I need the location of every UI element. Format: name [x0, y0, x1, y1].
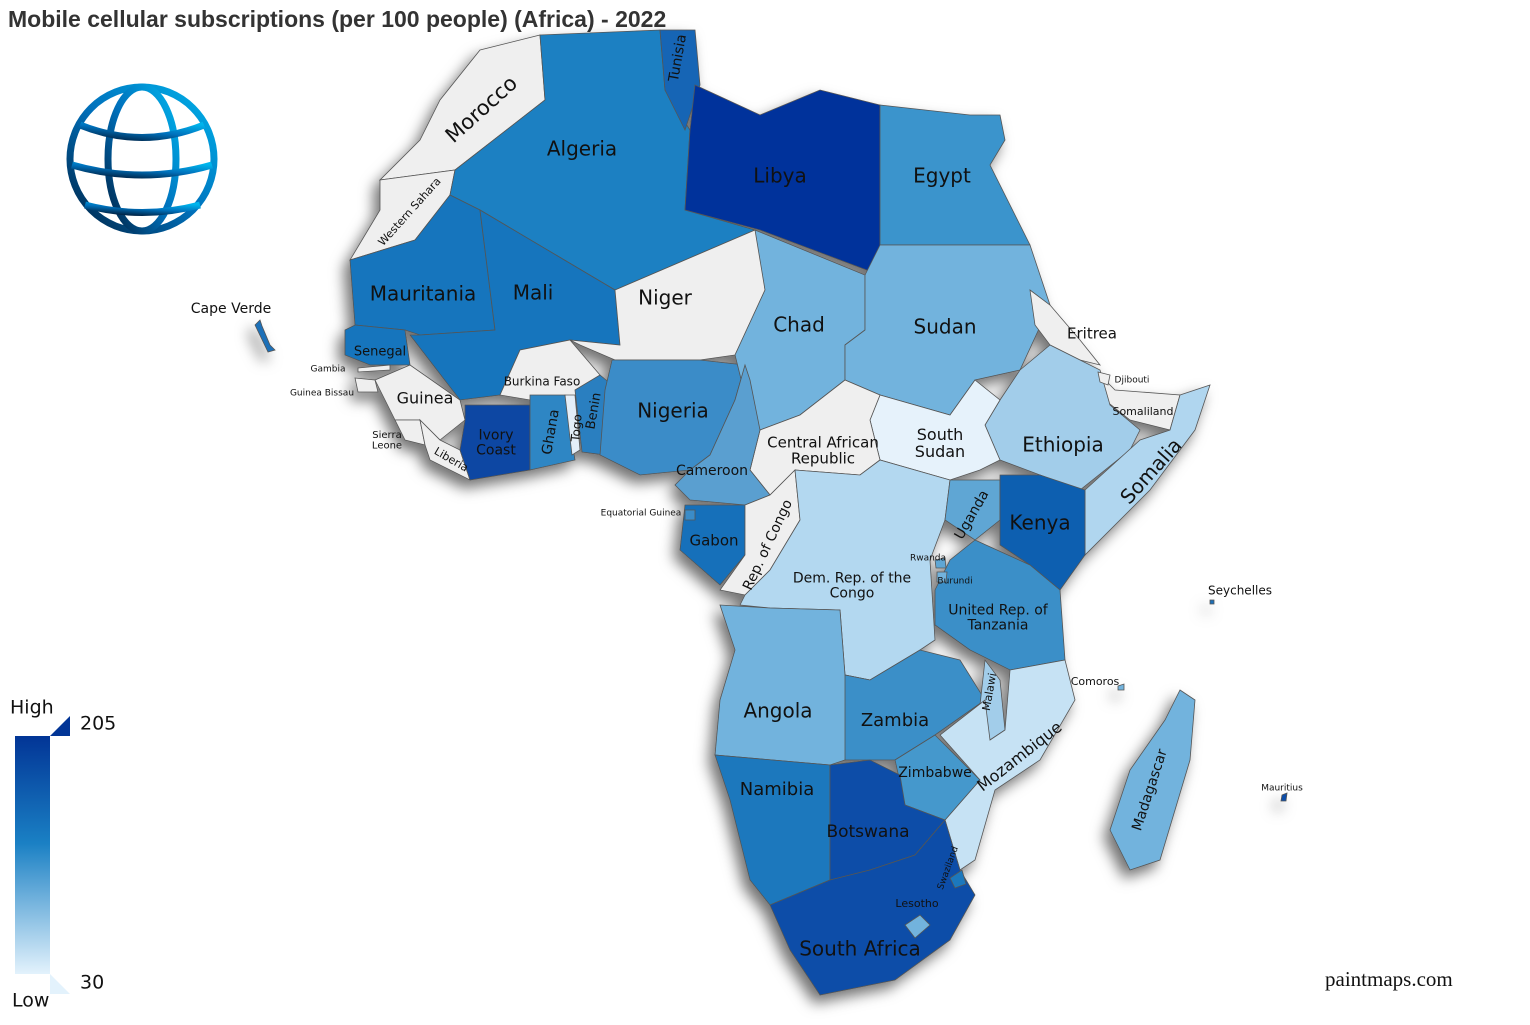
country-label: Nigeria [637, 399, 709, 423]
country [354, 377, 379, 393]
country-label: Rwanda [910, 554, 946, 564]
country [529, 394, 576, 471]
country [684, 509, 696, 521]
country [944, 479, 1001, 541]
country-label: Congo [830, 585, 875, 601]
country-label: Chad [773, 313, 825, 337]
country [1097, 371, 1111, 386]
country-label: Ghana [539, 408, 563, 456]
legend-low: Low [12, 990, 49, 1012]
country-label: Gambia [311, 365, 346, 375]
country-label: Angola [743, 699, 812, 723]
country-label: Lesotho [895, 897, 938, 910]
country [936, 571, 948, 583]
country-label: Tanzania [967, 617, 1029, 633]
country-label: Burkina Faso [504, 375, 581, 389]
logo [66, 83, 218, 235]
legend: High 205 30 Low [10, 697, 116, 1012]
country-label: Djibouti [1115, 376, 1150, 386]
country-label: Equatorial Guinea [601, 509, 682, 519]
country-label: Republic [791, 449, 855, 467]
country-label: Guinea Bissau [290, 389, 354, 399]
country-label: Botswana [826, 822, 909, 842]
country-label: Mali [513, 281, 554, 305]
country [1209, 599, 1215, 605]
country [1109, 689, 1196, 871]
country-label: United Rep. of [948, 603, 1049, 619]
countries [254, 29, 1288, 996]
country-label: Leone [372, 440, 402, 451]
country-label: Sudan [914, 315, 977, 339]
country-label: Egypt [913, 164, 971, 188]
legend-min-swatch [50, 974, 70, 994]
country-label: Burundi [937, 577, 972, 587]
country-label: Senegal [354, 345, 406, 360]
credit: paintmaps.com [1325, 967, 1453, 991]
title: Mobile cellular subscriptions (per 100 p… [8, 6, 666, 32]
country-label: Zambia [861, 710, 929, 731]
country-label: Coast [476, 442, 516, 458]
legend-bar [15, 736, 50, 974]
country-label: Eritrea [1067, 325, 1117, 343]
country-label: Ivory [478, 428, 513, 444]
country-label: Comoros [1071, 675, 1120, 688]
country [1029, 289, 1102, 366]
country [1117, 683, 1125, 691]
country [934, 557, 947, 569]
country-label: Namibia [740, 779, 815, 800]
country-label: Mauritius [1261, 784, 1303, 794]
country-label: Zimbabwe [898, 765, 972, 781]
country-label: Algeria [547, 137, 617, 161]
country-label: Cape Verde [191, 301, 271, 317]
country-label: Mauritania [370, 282, 477, 306]
country [254, 319, 276, 353]
country-label: Niger [638, 286, 693, 310]
country-label: Gabon [689, 532, 738, 550]
country-label: South [917, 425, 964, 444]
country-label: Central African [767, 434, 879, 452]
country [564, 394, 581, 456]
legend-min: 30 [80, 972, 104, 994]
country-label: Dem. Rep. of the [793, 571, 911, 587]
country-label: South Africa [799, 937, 921, 961]
country-label: Kenya [1009, 511, 1070, 535]
country-label: Guinea [397, 389, 454, 408]
country [1280, 792, 1288, 802]
legend-max: 205 [80, 713, 116, 735]
legend-max-swatch [50, 716, 70, 736]
country-label: Somaliland [1112, 405, 1173, 418]
country [949, 869, 967, 889]
country [679, 504, 746, 586]
country-label: Sierra [372, 430, 401, 441]
country-label: Cameroon [676, 463, 748, 479]
country-label: Ethiopia [1022, 433, 1103, 457]
legend-high: High [10, 697, 54, 719]
country-label: Sudan [915, 442, 965, 461]
country-label: Libya [753, 164, 807, 188]
country [904, 914, 931, 939]
country-label: Togo [568, 414, 584, 444]
country [714, 754, 831, 906]
country-label: Benin [583, 391, 604, 430]
country [357, 364, 391, 373]
country [769, 819, 976, 996]
country-label: Seychelles [1208, 584, 1272, 598]
